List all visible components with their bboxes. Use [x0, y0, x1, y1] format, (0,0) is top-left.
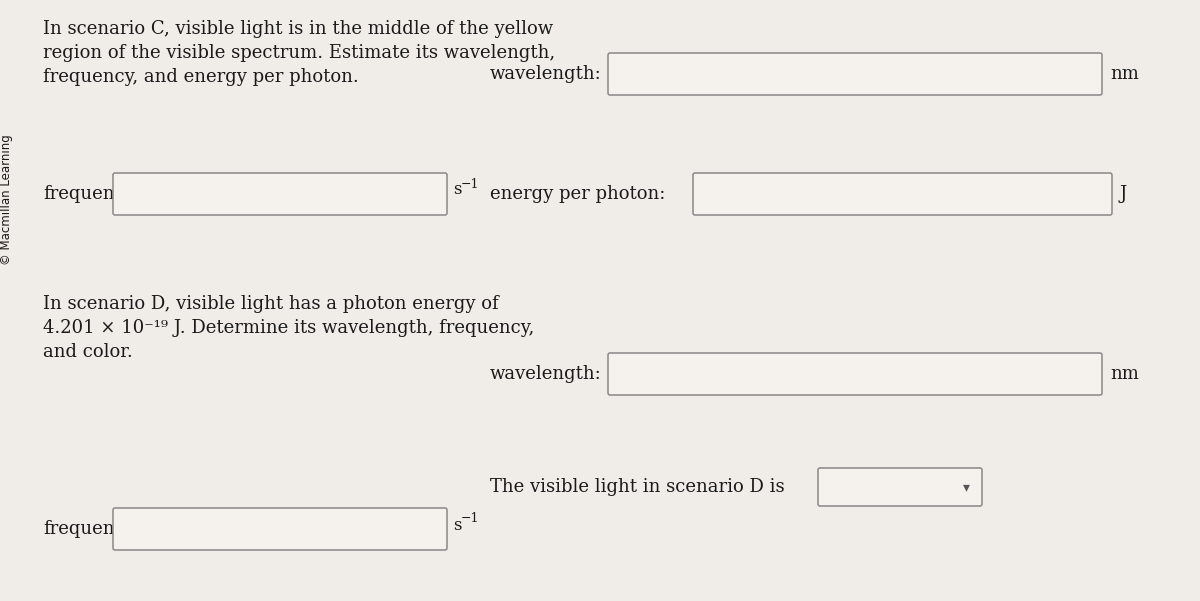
FancyBboxPatch shape	[694, 173, 1112, 215]
Text: In scenario D, visible light has a photon energy of: In scenario D, visible light has a photo…	[43, 295, 499, 313]
Text: wavelength:: wavelength:	[490, 365, 601, 383]
Text: energy per photon:: energy per photon:	[490, 185, 665, 203]
Text: and color.: and color.	[43, 343, 133, 361]
Text: −1: −1	[461, 177, 480, 191]
Text: J: J	[1120, 185, 1127, 203]
Text: ▾: ▾	[962, 480, 970, 494]
Text: frequency:: frequency:	[43, 520, 140, 538]
Text: wavelength:: wavelength:	[490, 65, 601, 83]
Text: frequency, and energy per photon.: frequency, and energy per photon.	[43, 68, 359, 86]
Text: In scenario C, visible light is in the middle of the yellow: In scenario C, visible light is in the m…	[43, 20, 553, 38]
Text: s: s	[454, 516, 462, 534]
Text: nm: nm	[1110, 365, 1139, 383]
Text: frequency:: frequency:	[43, 185, 140, 203]
FancyBboxPatch shape	[608, 53, 1102, 95]
FancyBboxPatch shape	[113, 508, 446, 550]
FancyBboxPatch shape	[113, 173, 446, 215]
Text: region of the visible spectrum. Estimate its wavelength,: region of the visible spectrum. Estimate…	[43, 44, 556, 62]
FancyBboxPatch shape	[818, 468, 982, 506]
Text: −1: −1	[461, 513, 480, 525]
Text: nm: nm	[1110, 65, 1139, 83]
Text: © Macmillan Learning: © Macmillan Learning	[0, 135, 13, 266]
Text: The visible light in scenario D is: The visible light in scenario D is	[490, 478, 785, 496]
Text: s: s	[454, 182, 462, 198]
FancyBboxPatch shape	[608, 353, 1102, 395]
Text: 4.201 × 10⁻¹⁹ J. Determine its wavelength, frequency,: 4.201 × 10⁻¹⁹ J. Determine its wavelengt…	[43, 319, 534, 337]
